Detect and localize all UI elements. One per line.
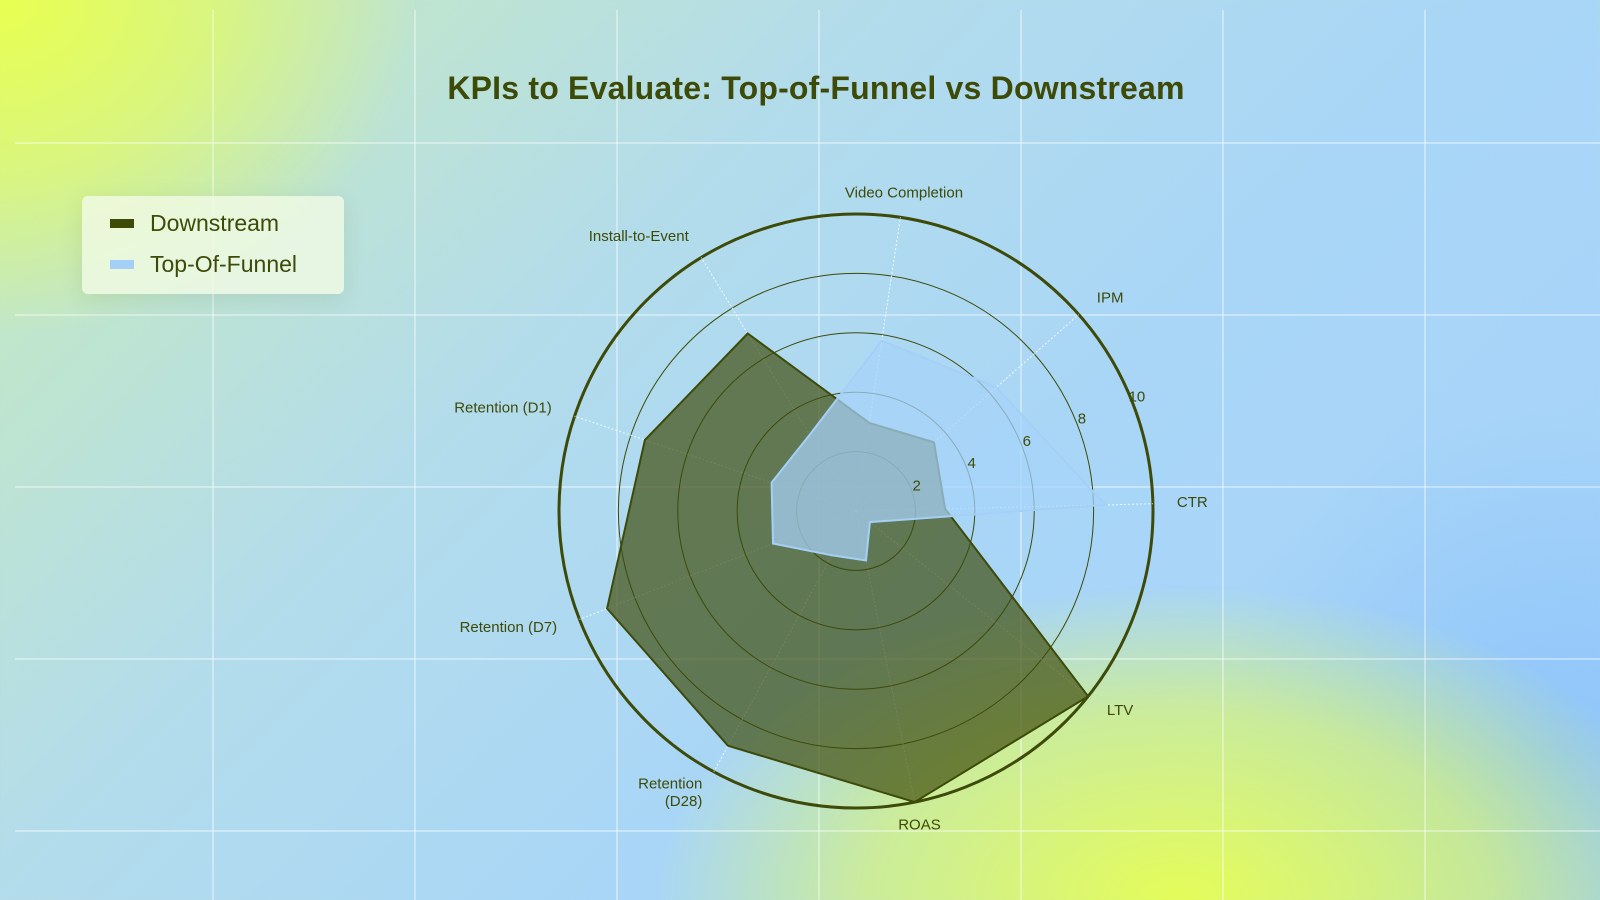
legend-item-downstream: Downstream	[110, 210, 279, 237]
radial-tick-label-8: 8	[1078, 411, 1086, 428]
axis-label-retention-d28: Retention (D28)	[638, 776, 702, 810]
legend-label-top-of-funnel: Top-Of-Funnel	[150, 251, 298, 277]
radial-ring-10	[557, 212, 1155, 810]
radial-tick-label-2: 2	[912, 477, 920, 494]
series-polygon-top-of-funnel	[770, 339, 1108, 562]
radial-tick-label-10: 10	[1129, 388, 1146, 405]
axis-label-video-completion: Video Completion	[845, 185, 963, 202]
legend-label-downstream: Downstream	[150, 210, 280, 236]
radial-tick-label-4: 4	[968, 455, 976, 472]
radial-tick-label-6: 6	[1023, 433, 1031, 450]
axis-label-ltv: LTV	[1107, 702, 1133, 719]
axis-label-install-to-event: Install-to-Event	[589, 228, 690, 245]
axis-label-ipm: IPM	[1097, 290, 1124, 307]
legend-item-top-of-funnel: Top-Of-Funnel	[110, 251, 297, 278]
axis-label-retention-d7: Retention (D7)	[460, 619, 558, 636]
legend: Downstream Top-Of-Funnel	[82, 196, 344, 294]
chart-title: KPIs to Evaluate: Top-of-Funnel vs Downs…	[447, 70, 1185, 106]
legend-swatch-top-of-funnel	[110, 260, 134, 269]
axis-label-roas: ROAS	[898, 817, 941, 834]
axis-label-retention-d1: Retention (D1)	[454, 400, 552, 417]
axis-label-ctr: CTR	[1177, 494, 1208, 511]
legend-swatch-downstream	[110, 219, 134, 228]
